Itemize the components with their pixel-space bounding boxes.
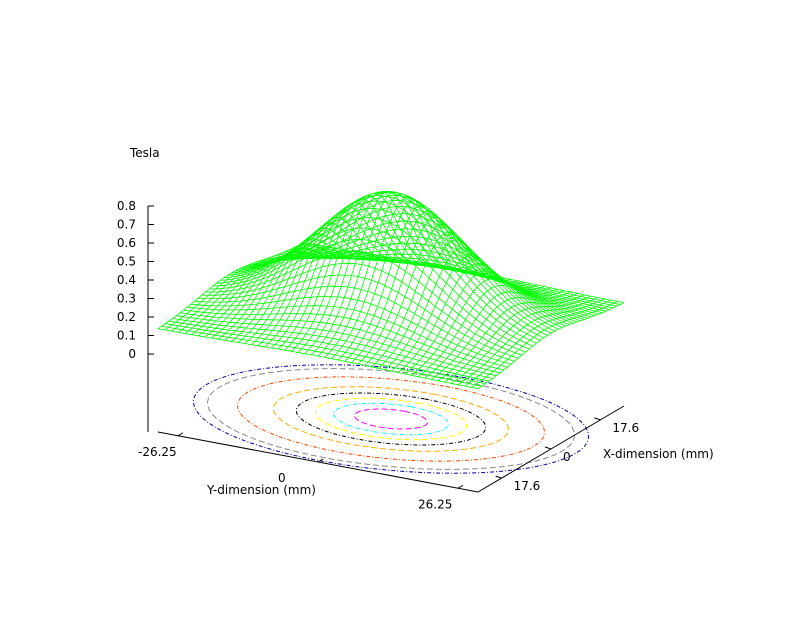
x-axis-ticks: 17.6 0 17.6 bbox=[495, 417, 639, 493]
contour-line-0.8 bbox=[192, 364, 590, 474]
base-axis-lines bbox=[157, 405, 625, 493]
contour-line-0.7 bbox=[353, 408, 429, 430]
surface-mesh-line-y bbox=[211, 251, 358, 339]
surface-mesh-line-x bbox=[223, 200, 544, 339]
surface-mesh-line-y bbox=[471, 301, 618, 388]
surface-mesh-line-y bbox=[464, 299, 611, 387]
surface-mesh-line-y bbox=[277, 202, 425, 350]
surface-mesh-line-y bbox=[337, 200, 485, 361]
surface-mesh-line-y bbox=[231, 238, 378, 342]
base-axes bbox=[157, 405, 625, 493]
x-tick-label: 17.6 bbox=[612, 421, 639, 435]
surface-mesh-line-y bbox=[477, 302, 625, 390]
contour-line-0.2 bbox=[236, 376, 546, 462]
surface-mesh-line-y bbox=[324, 193, 471, 358]
surface-mesh-line-y bbox=[457, 298, 605, 386]
surface-mesh-line-x bbox=[161, 325, 482, 387]
surface-mesh-line-y bbox=[177, 245, 325, 333]
surface-mesh-line-y bbox=[384, 247, 531, 370]
surface-mesh-line-y bbox=[431, 293, 578, 380]
surface-mesh-line-y bbox=[244, 227, 391, 344]
z-tick-label: 0.6 bbox=[117, 236, 136, 250]
z-tick-label: 0 bbox=[128, 347, 136, 361]
surface-mesh-line-y bbox=[297, 192, 445, 353]
surface-mesh-line-y bbox=[257, 216, 405, 346]
surface-mesh-line-y bbox=[424, 291, 571, 379]
surface-mesh-line-y bbox=[311, 190, 458, 356]
y-tick-mark bbox=[317, 458, 324, 463]
x-tick-mark bbox=[594, 417, 601, 421]
surface-mesh-line-y bbox=[344, 204, 491, 362]
surface-mesh-line-y bbox=[264, 211, 411, 348]
surface-mesh-line-y bbox=[351, 210, 498, 363]
surface-mesh-line-x bbox=[227, 195, 548, 336]
z-axis: 0 0.1 0.2 0.3 0.4 0.5 0.6 0.7 0.8 bbox=[117, 199, 154, 432]
surface-mesh-line-y bbox=[404, 270, 551, 375]
surface-mesh-line-y bbox=[284, 198, 431, 351]
surface-mesh-line-y bbox=[291, 194, 438, 352]
z-tick-label: 0.5 bbox=[117, 255, 136, 269]
surface-mesh-line-y bbox=[184, 247, 331, 334]
z-tick-label: 0.3 bbox=[117, 292, 136, 306]
surface-mesh-line-y bbox=[331, 196, 478, 359]
z-tick-label: 0.7 bbox=[117, 218, 136, 232]
surface-mesh-line-y bbox=[417, 284, 565, 378]
surface-mesh-line-y bbox=[271, 206, 418, 349]
surface-mesh-line-y bbox=[317, 191, 465, 357]
surface-mesh-line-y bbox=[217, 247, 365, 340]
surface-mesh-line-y bbox=[444, 295, 591, 383]
contour-group bbox=[192, 364, 590, 474]
z-axis-label: Tesla bbox=[129, 146, 160, 160]
surface-mesh-line-x bbox=[252, 213, 574, 324]
x-axis-label: X-dimension (mm) bbox=[603, 447, 714, 461]
y-tick-label: -26.25 bbox=[138, 445, 177, 459]
contour-line-0.6 bbox=[333, 402, 449, 436]
surface-mesh-line-y bbox=[451, 297, 598, 384]
y-axis-ticks: -26.25 0 26.25 bbox=[138, 432, 464, 511]
z-tick-label: 0.4 bbox=[117, 273, 136, 287]
surface-mesh-line-y bbox=[304, 191, 451, 354]
contour-line-0.1 bbox=[206, 368, 576, 470]
z-tick-label: 0.1 bbox=[117, 329, 136, 343]
surface-mesh-line-y bbox=[197, 249, 345, 337]
contour-line-0.4 bbox=[295, 392, 487, 446]
y-tick-label: 0 bbox=[278, 471, 286, 485]
x-tick-label: 0 bbox=[563, 450, 571, 464]
surface-mesh-line-y bbox=[397, 263, 545, 373]
surface-mesh-line-y bbox=[437, 294, 585, 382]
x-tick-label: 17.6 bbox=[514, 479, 541, 493]
surface-mesh-line-y bbox=[411, 278, 558, 376]
x-tick-mark bbox=[544, 446, 552, 450]
contour-line-0.5 bbox=[314, 397, 468, 441]
y-tick-label: 26.25 bbox=[418, 497, 452, 511]
y-axis-label: Y-dimension (mm) bbox=[206, 483, 316, 497]
z-tick-label: 0.8 bbox=[117, 199, 136, 213]
surface-mesh-line-y bbox=[157, 242, 305, 330]
surface-mesh-line-y bbox=[191, 248, 338, 335]
y-tick-mark bbox=[457, 484, 464, 489]
x-tick-mark bbox=[495, 475, 502, 479]
surface-mesh-line-x bbox=[212, 227, 533, 347]
surface-mesh-line-y bbox=[357, 217, 505, 365]
surface-mesh-line-y bbox=[364, 224, 511, 366]
surface-mesh-line-y bbox=[251, 222, 398, 345]
contour-line-0.3 bbox=[272, 386, 510, 452]
surface-mesh-line-y bbox=[377, 239, 525, 369]
z-tick-label: 0.2 bbox=[117, 310, 136, 324]
surface-mesh bbox=[157, 190, 625, 390]
y-tick-mark bbox=[177, 432, 184, 437]
